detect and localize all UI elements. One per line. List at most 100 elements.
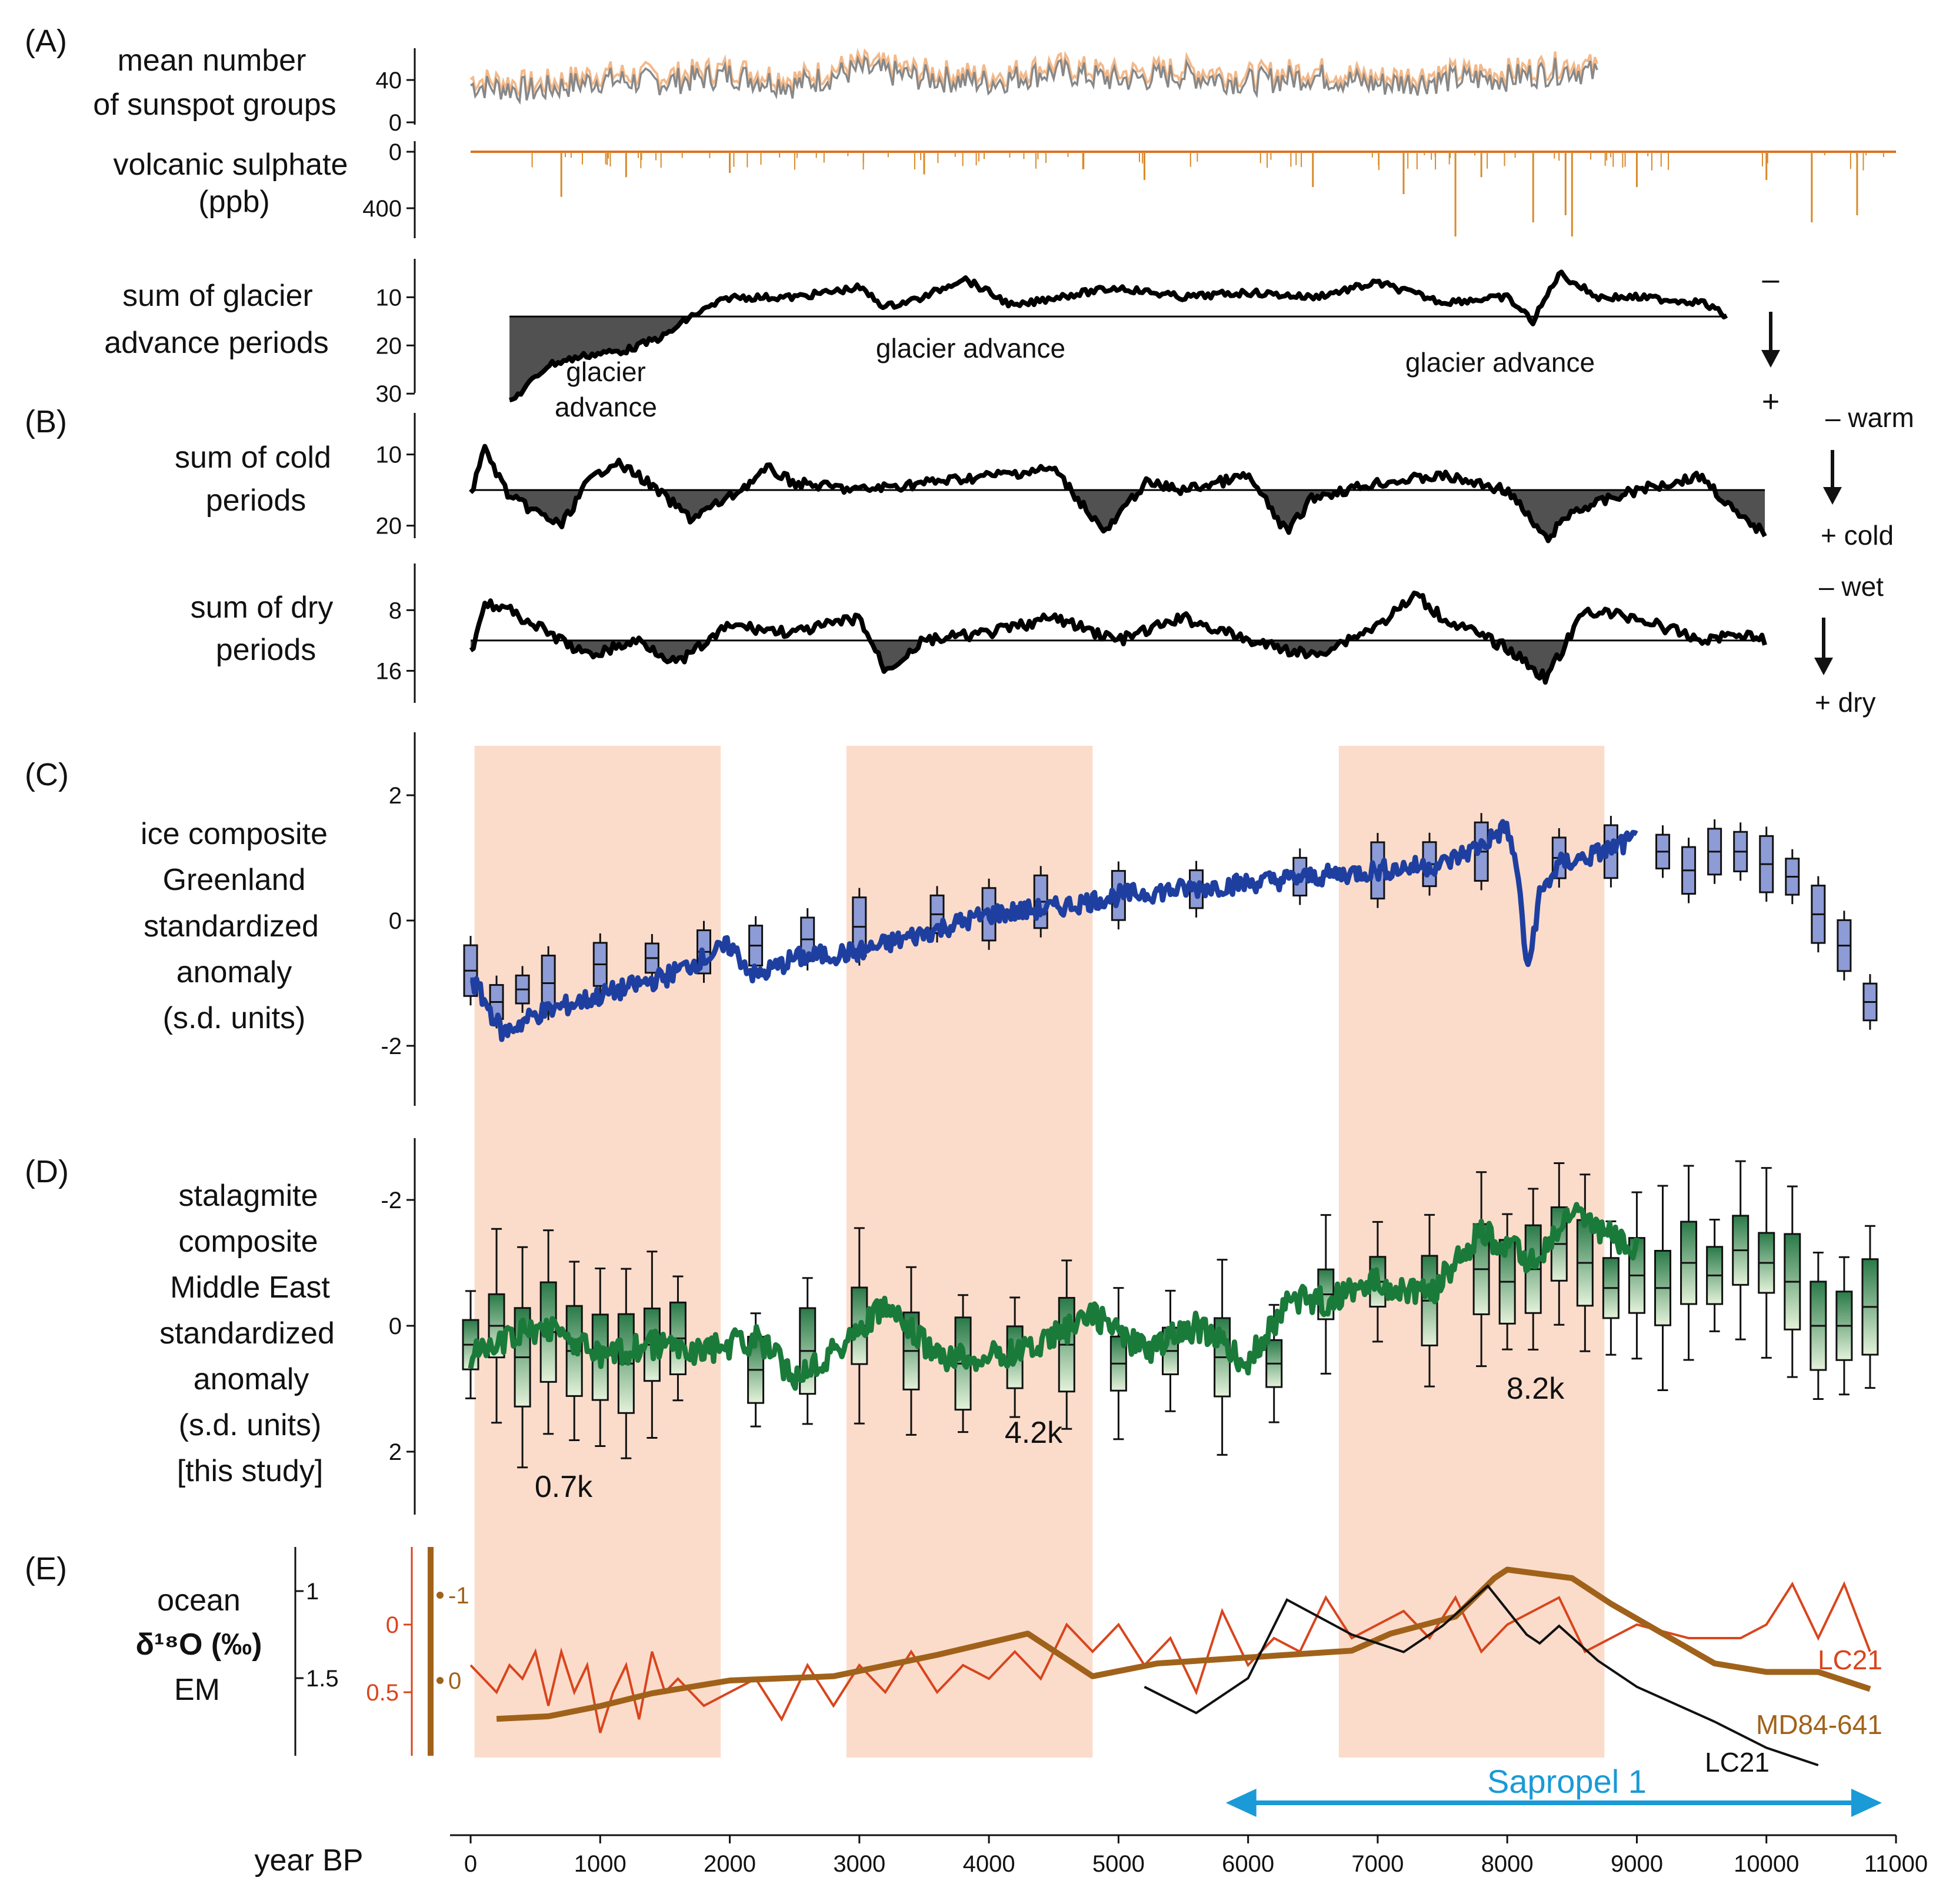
cold-arrow-warm: – warm — [1825, 402, 1914, 433]
dry-tick-label-1: 16 — [376, 658, 402, 684]
panel-letter-d: (D) — [25, 1154, 69, 1189]
x-tick-label-4000: 4000 — [963, 1851, 1015, 1877]
sulphate-label-line2: (ppb) — [198, 185, 269, 219]
x-tick-label-11000: 11000 — [1864, 1851, 1928, 1877]
panel-letter-c: (C) — [25, 757, 69, 792]
x-tick-label-5000: 5000 — [1092, 1851, 1145, 1877]
glacier-series-line — [509, 269, 1728, 403]
dry-tick-label-0: 8 — [389, 598, 402, 623]
ocean-label-line3: EM — [174, 1673, 220, 1707]
ocean-brown-tick-0 — [436, 1592, 444, 1599]
glacier-advance-label-2: glacier advance — [876, 333, 1065, 364]
highlight-band-1 — [474, 746, 721, 1758]
series-label-md84-641: MD84-641 — [1756, 1709, 1882, 1740]
sapropel-arrow-head-right — [1851, 1789, 1882, 1817]
sulphate-tick-label-0: 0 — [389, 139, 402, 165]
glacier-advance-label-1b: advance — [555, 392, 657, 422]
stal-label-line3: Middle East — [170, 1271, 330, 1305]
cold-direction-arrow-head — [1823, 487, 1842, 505]
sapropel-label: Sapropel 1 — [1487, 1763, 1647, 1800]
glacier-anomaly-fill — [509, 316, 1727, 401]
x-tick-label-2000: 2000 — [704, 1851, 756, 1877]
stal-tick-label-2: 2 — [389, 1439, 402, 1465]
glacier-tick-label-1: 20 — [376, 333, 402, 359]
ocean-label-line1: ocean — [157, 1583, 241, 1618]
sunspot-series-line — [469, 55, 1598, 105]
stal-label-line4: standardized — [159, 1316, 335, 1351]
sunspot-label-line2: of sunspot groups — [93, 88, 336, 122]
ocean-brown-tick-1 — [436, 1677, 444, 1684]
plot-layer: 04004001020301020816-202-20211.500.5-100… — [294, 48, 1928, 1877]
sapropel-arrow-head-left — [1225, 1789, 1257, 1817]
cold-arrow-cold: + cold — [1821, 520, 1894, 551]
ocean-black-tick-label-1: 1.5 — [306, 1666, 339, 1692]
lc21-black-series-line — [1144, 1584, 1819, 1766]
ocean-black-tick-label-0: 1 — [306, 1579, 319, 1605]
x-tick-label-1000: 1000 — [574, 1851, 627, 1877]
cold-series-line — [469, 444, 1767, 543]
panel-letter-a: (A) — [25, 24, 67, 59]
sulphate-tick-label-1: 400 — [362, 196, 402, 222]
stal-label-line1: stalagmite — [179, 1179, 318, 1213]
ocean-brown-tick-label-0: -1 — [448, 1583, 469, 1609]
dry-direction-arrow-head — [1814, 658, 1833, 675]
dry-label-line2: periods — [216, 633, 316, 667]
glacier-advance-label-1a: glacier — [566, 356, 646, 387]
dry-arrow-wet: – wet — [1819, 571, 1884, 602]
ice-tick-label-0: -2 — [381, 1033, 402, 1059]
glacier-advance-label-3: glacier advance — [1405, 347, 1595, 378]
cold-label-line2: periods — [206, 483, 306, 518]
cold-label-line1: sum of cold — [175, 441, 331, 475]
stal-label-line6: (s.d. units) — [179, 1408, 322, 1442]
x-tick-label-6000: 6000 — [1222, 1851, 1274, 1877]
ice-label-line2: Greenland — [163, 863, 306, 897]
glacier-tick-label-2: 30 — [376, 381, 402, 407]
stal-label-line7: [this study] — [177, 1454, 324, 1488]
series-label-lc21-red: LC21 — [1818, 1645, 1882, 1675]
x-tick-label-3000: 3000 — [833, 1851, 885, 1877]
ocean-red-tick-label-0: 0 — [386, 1612, 399, 1638]
glacier-label-line1: sum of glacier — [122, 279, 313, 313]
sulphate-label-line1: volcanic sulphate — [114, 148, 348, 182]
sunspot-tick-label-0: 0 — [389, 110, 402, 136]
ocean-label-line2: δ¹⁸O (‰) — [136, 1628, 262, 1662]
stal-series-line — [468, 1202, 1640, 1391]
ice-tick-label-2: 2 — [389, 783, 402, 809]
dry-series-line — [469, 591, 1767, 685]
glacier-direction-arrow-head — [1761, 350, 1780, 368]
ocean-red-tick-label-1: 0.5 — [366, 1680, 399, 1706]
ice-label-line4: anomaly — [176, 955, 292, 989]
event-label-4.2k: 4.2k — [1005, 1416, 1063, 1450]
glacier-label-line2: advance periods — [104, 326, 329, 360]
md84-641-series-line — [496, 1566, 1871, 1722]
x-tick-label-0: 0 — [464, 1851, 477, 1877]
x-tick-label-8000: 8000 — [1481, 1851, 1534, 1877]
x-tick-label-10000: 10000 — [1734, 1851, 1799, 1877]
sunspot-tick-label-1: 40 — [376, 68, 402, 94]
ice-label-line5: (s.d. units) — [163, 1001, 306, 1035]
ice-series-line — [469, 819, 1638, 1042]
glacier-arrow-plus: + — [1762, 385, 1780, 419]
glacier-arrow-minus: – — [1762, 262, 1780, 296]
cold-tick-label-0: 10 — [376, 442, 402, 468]
event-label-8.2k: 8.2k — [1507, 1372, 1565, 1406]
panel-letter-e: (E) — [25, 1551, 67, 1586]
dry-label-line1: sum of dry — [191, 591, 334, 625]
stal-tick-label-0: -2 — [381, 1188, 402, 1213]
ocean-brown-tick-label-1: 0 — [448, 1668, 461, 1694]
event-label-0.7k: 0.7k — [535, 1470, 593, 1504]
ice-label-line3: standardized — [144, 909, 319, 943]
series-label-lc21-black: LC21 — [1705, 1747, 1770, 1778]
dry-arrow-dry: + dry — [1815, 687, 1876, 718]
dry-anomaly-fill — [471, 640, 1765, 683]
x-axis-label: year BP — [255, 1843, 364, 1878]
ice-tick-label-1: 0 — [389, 908, 402, 934]
stal-label-line2: composite — [179, 1225, 318, 1259]
ice-label-line1: ice composite — [141, 817, 328, 851]
x-tick-label-7000: 7000 — [1351, 1851, 1404, 1877]
x-tick-label-9000: 9000 — [1611, 1851, 1663, 1877]
panel-letter-b: (B) — [25, 404, 67, 439]
stal-label-line5: anomaly — [194, 1362, 309, 1396]
sunspot-label-line1: mean number — [118, 44, 306, 78]
